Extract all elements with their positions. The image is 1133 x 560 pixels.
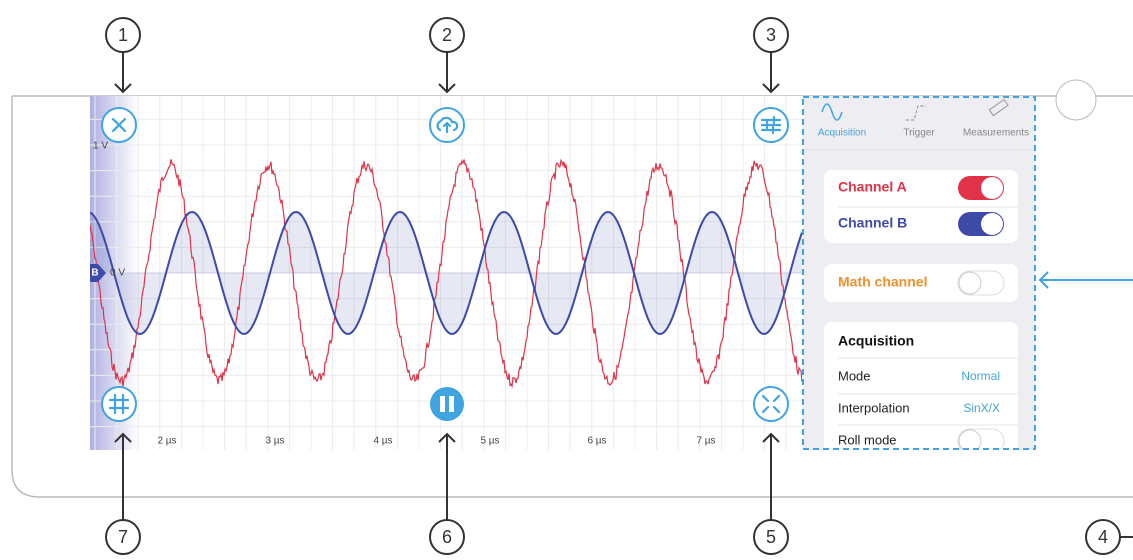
button-circle — [754, 387, 788, 421]
row-label: Interpolation — [838, 400, 910, 415]
row-label: Roll mode — [838, 432, 897, 447]
callout-number: 5 — [766, 527, 776, 547]
callout-number: 1 — [118, 25, 128, 45]
y-label: 0 V — [110, 268, 125, 279]
toggle-knob — [981, 177, 1003, 199]
panel-arrow — [1040, 272, 1133, 288]
x-label: 5 µs — [480, 436, 499, 447]
channel-label: Channel B — [838, 215, 907, 231]
x-label: 7 µs — [696, 436, 715, 447]
screenshot: 1 V B 0 V 2 µs 3 µs 4 µs 5 µs 6 µs 7 µs Acquisit… — [0, 0, 1133, 555]
y-label: 1 V — [93, 141, 108, 152]
section-title: Acquisition — [838, 333, 914, 349]
side-panel: Acquisition Trigger Measurements Channel… — [803, 96, 1035, 462]
callout-number: 4 — [1098, 527, 1108, 547]
x-label: 6 µs — [587, 436, 606, 447]
x-label: 2 µs — [157, 436, 176, 447]
callout-number: 3 — [766, 25, 776, 45]
x-label: 3 µs — [265, 436, 284, 447]
pause-button[interactable] — [430, 387, 464, 421]
tab-label[interactable]: Measurements — [963, 128, 1029, 139]
tab-label[interactable]: Trigger — [903, 128, 935, 139]
toolbar-button[interactable] — [430, 108, 464, 142]
callout-number: 7 — [118, 527, 128, 547]
tab-label[interactable]: Acquisition — [818, 128, 866, 139]
toolbar-button[interactable] — [754, 387, 788, 421]
toolbar-button[interactable] — [102, 108, 136, 142]
button-icon — [440, 396, 445, 412]
toolbar-button[interactable] — [102, 387, 136, 421]
row-value[interactable]: SinX/X — [963, 401, 1000, 415]
toolbar-button[interactable] — [754, 108, 788, 142]
camera — [1056, 80, 1096, 120]
callout-number: 2 — [442, 25, 452, 45]
page: 1 V B 0 V 2 µs 3 µs 4 µs 5 µs 6 µs 7 µs Acquisit… — [0, 0, 1133, 555]
math-label: Math channel — [838, 274, 927, 290]
button-icon — [762, 117, 780, 133]
row-label: Mode — [838, 368, 871, 383]
channel-label: Channel A — [838, 179, 907, 195]
channel-marker: B — [91, 268, 98, 279]
toggle-knob — [981, 213, 1003, 235]
row-value[interactable]: Normal — [961, 369, 1000, 383]
toggle-knob — [959, 272, 981, 294]
button-circle — [102, 387, 136, 421]
callout-number: 6 — [442, 527, 452, 547]
button-circle — [430, 387, 464, 421]
button-icon — [449, 396, 454, 412]
x-label: 4 µs — [373, 436, 392, 447]
